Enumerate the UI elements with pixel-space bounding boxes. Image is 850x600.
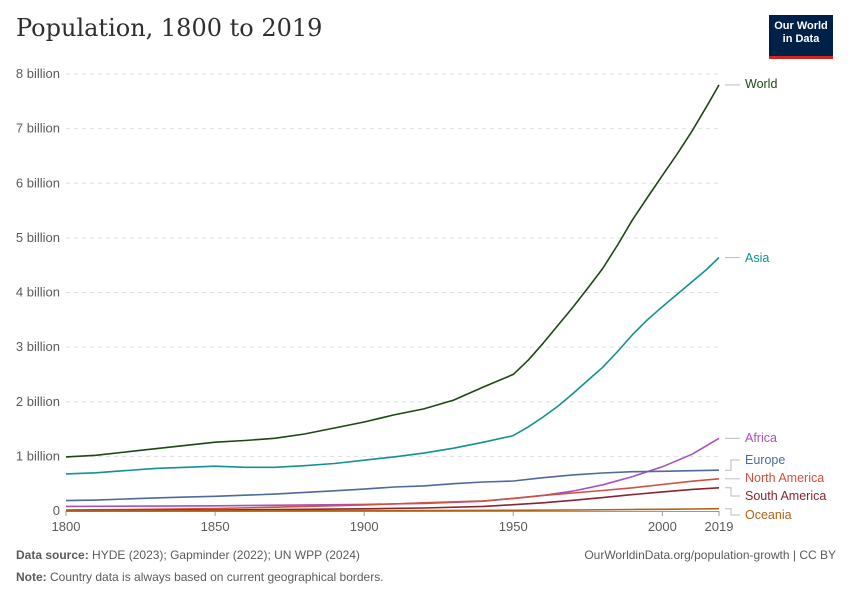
y-tick-label: 7 billion bbox=[16, 121, 60, 136]
data-source-line: Data source: HYDE (2023); Gapminder (202… bbox=[16, 548, 360, 562]
series-label-africa: Africa bbox=[745, 431, 777, 445]
label-connector-south-america bbox=[725, 487, 740, 497]
x-tick-label: 1950 bbox=[499, 519, 528, 534]
y-tick-label: 6 billion bbox=[16, 175, 60, 190]
series-label-asia: Asia bbox=[745, 251, 769, 265]
series-label-south-america: South America bbox=[745, 489, 826, 503]
y-tick-label: 1 billion bbox=[16, 448, 60, 463]
series-line-europe[interactable] bbox=[65, 469, 720, 502]
y-tick-label: 3 billion bbox=[16, 339, 60, 354]
data-source-text: HYDE (2023); Gapminder (2022); UN WPP (2… bbox=[92, 548, 360, 562]
series-line-north-america[interactable] bbox=[65, 478, 720, 511]
label-connector-oceania bbox=[725, 508, 740, 516]
y-tick-label: 5 billion bbox=[16, 230, 60, 245]
logo-line-1: Our World bbox=[774, 20, 828, 32]
series-line-asia[interactable] bbox=[65, 256, 720, 475]
logo-line-2: in Data bbox=[782, 33, 820, 45]
note-line: Note: Country data is always based on cu… bbox=[16, 570, 384, 584]
series-label-oceania: Oceania bbox=[745, 508, 792, 522]
series-line-south-america[interactable] bbox=[65, 487, 720, 512]
x-tick-label: 1900 bbox=[350, 519, 379, 534]
source-url-link[interactable]: OurWorldinData.org/population-growth | C… bbox=[584, 548, 836, 562]
series-label-europe: Europe bbox=[745, 453, 785, 467]
series-label-north-america: North America bbox=[745, 471, 824, 485]
x-tick-label: 2019 bbox=[705, 519, 734, 534]
note-text: Country data is always based on current … bbox=[50, 570, 384, 584]
x-tick-label: 1800 bbox=[52, 519, 81, 534]
data-source-label: Data source: bbox=[16, 548, 89, 562]
note-label: Note: bbox=[16, 570, 47, 584]
owid-logo[interactable]: Our World in Data bbox=[769, 15, 833, 59]
y-tick-label: 0 bbox=[53, 503, 60, 518]
series-line-world[interactable] bbox=[65, 84, 720, 458]
label-connector-europe bbox=[725, 459, 740, 471]
y-tick-label: 4 billion bbox=[16, 285, 60, 300]
chart-title: Population, 1800 to 2019 bbox=[16, 14, 323, 42]
y-tick-label: 8 billion bbox=[16, 66, 60, 81]
x-tick-label: 2000 bbox=[648, 519, 677, 534]
series-line-oceania[interactable] bbox=[66, 507, 720, 512]
x-tick-label: 1850 bbox=[201, 519, 230, 534]
y-tick-label: 2 billion bbox=[16, 394, 60, 409]
series-label-world: World bbox=[745, 77, 777, 91]
